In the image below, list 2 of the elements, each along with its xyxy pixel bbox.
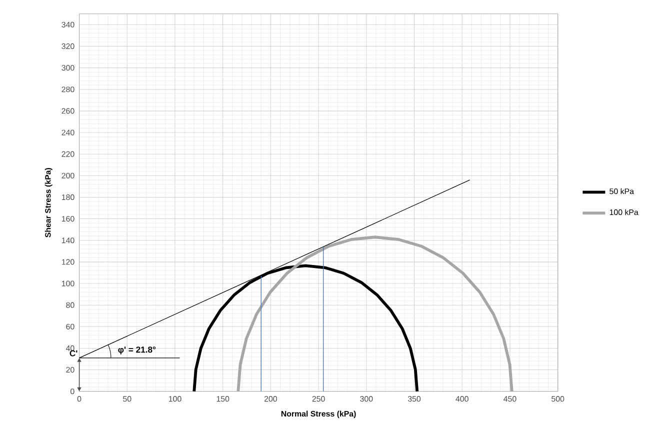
annotation: φ' = 21.8° — [118, 346, 156, 354]
annotation: C' — [70, 350, 78, 356]
